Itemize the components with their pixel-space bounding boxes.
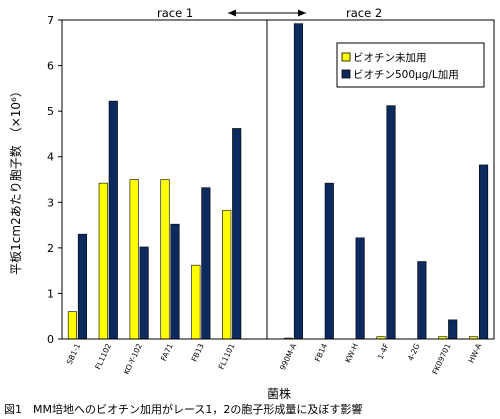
bar-no-biotin-FL1102 <box>98 182 108 340</box>
x-tick-label: FB13 <box>189 342 205 363</box>
figure-caption: 図1 MM培地へのビオチン加用がレース1，2の胞子形成量に及ぼす影響 <box>4 402 362 416</box>
y-tick-label: 0 <box>47 333 54 346</box>
bar-biotin-4-2G <box>417 261 427 340</box>
y-tick-label: 4 <box>47 151 54 164</box>
bar-biotin-KO-Y-102 <box>139 246 149 340</box>
x-tick-label: KW-H <box>343 342 360 364</box>
bar-biotin-FL1101 <box>232 128 242 340</box>
bar-no-biotin-SB1-1 <box>67 311 77 340</box>
x-tick-label: SB1-1 <box>65 342 83 366</box>
y-tick-label: 3 <box>47 196 54 209</box>
x-tick-label: KO-Y-102 <box>122 342 144 376</box>
bar-no-biotin-FL1101 <box>222 210 232 340</box>
legend-label-biotin: ビオチン500μg/L加用 <box>353 69 459 81</box>
x-axis-ticks: SB1-1 FL1102 KO-Y-102 FA71 FB13 FL1101 990M-A F… <box>65 341 484 376</box>
plot-frame <box>61 19 495 340</box>
x-tick-label: FL1101 <box>217 342 237 371</box>
x-tick-label: FK09701 <box>430 342 452 376</box>
y-tick-label: 6 <box>47 60 54 73</box>
bar-no-biotin-FB13 <box>191 264 201 340</box>
x-tick-label: FL1102 <box>93 342 113 371</box>
legend-label-no-biotin: ビオチン未加用 <box>353 52 427 64</box>
race-arrow-icon <box>228 9 306 17</box>
bar-biotin-990M-A <box>293 23 303 340</box>
x-tick-label: 1-4F <box>376 342 391 361</box>
legend-swatch-biotin <box>341 69 351 79</box>
bar-biotin-KW-H <box>355 237 365 340</box>
bar-biotin-FB13 <box>201 187 211 340</box>
x-tick-label: 4-2G <box>406 342 422 362</box>
bar-no-biotin-KO-Y-102 <box>129 179 139 340</box>
legend: ビオチン未加用 ビオチン500μg/L加用 <box>336 42 485 88</box>
y-tick-label: 7 <box>47 14 54 27</box>
x-axis-title: 菌株 <box>267 386 291 401</box>
legend-swatch-no-biotin <box>341 52 351 62</box>
group-label-race2: race 2 <box>346 6 382 20</box>
bar-biotin-SB1-1 <box>77 233 87 340</box>
x-tick-label: HW-A <box>467 341 484 364</box>
x-tick-label: 990M-A <box>278 341 299 371</box>
bar-biotin-FK09701 <box>448 319 458 340</box>
bar-no-biotin-FA71 <box>160 179 170 340</box>
y-tick-label: 1 <box>47 287 54 300</box>
y-tick-label: 5 <box>47 105 54 118</box>
bar-biotin-FB14 <box>324 182 334 340</box>
group-label-race1: race 1 <box>157 6 193 20</box>
x-tick-label: FB14 <box>313 342 329 363</box>
y-axis-ticks: 0 1 2 3 4 5 6 7 <box>47 14 62 346</box>
bar-biotin-1-4F <box>386 105 396 340</box>
x-tick-label: FA71 <box>159 342 175 363</box>
bar-biotin-HW-A <box>479 164 489 340</box>
y-axis-title: 平板1cm2あたり胞子数 （×10⁶） <box>8 85 23 275</box>
bar-biotin-FL1102 <box>108 100 118 340</box>
y-tick-label: 2 <box>47 242 54 255</box>
bar-biotin-FA71 <box>170 223 180 340</box>
